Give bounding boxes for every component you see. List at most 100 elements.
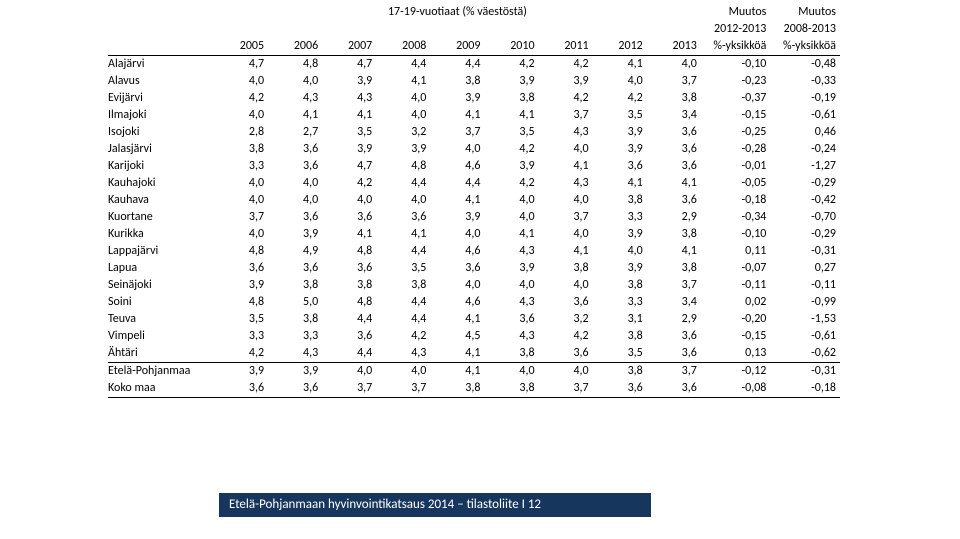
cell-value: 4,0 [593, 73, 647, 90]
cell-value: 4,1 [539, 243, 593, 260]
cell-value: 4,0 [539, 226, 593, 243]
cell-value: 3,7 [647, 277, 701, 294]
table-row: Karijoki3,33,64,74,84,63,94,13,63,6-0,01… [108, 158, 840, 175]
table-row: Kuortane3,73,63,63,63,94,03,73,32,9-0,34… [108, 209, 840, 226]
cell-value: 4,0 [593, 243, 647, 260]
cell-value: 4,1 [484, 107, 538, 124]
cell-value: 4,1 [647, 175, 701, 192]
cell-value: 3,6 [593, 380, 647, 398]
row-label: Seinäjoki [108, 277, 214, 294]
cell-value: 3,8 [484, 345, 538, 363]
cell-value: 3,8 [593, 363, 647, 381]
cell-change: -0,12 [701, 363, 771, 381]
change2-top: Muutos [770, 4, 840, 21]
cell-value: 4,0 [322, 363, 376, 381]
cell-value: 4,2 [376, 328, 430, 345]
cell-value: 4,1 [484, 226, 538, 243]
change1-top: Muutos [701, 4, 771, 21]
row-label: Alajärvi [108, 56, 214, 74]
cell-value: 3,1 [593, 311, 647, 328]
cell-value: 3,9 [593, 124, 647, 141]
cell-change: -1,27 [770, 158, 840, 175]
table-row: Teuva3,53,84,44,44,13,63,23,12,9-0,20-1,… [108, 311, 840, 328]
row-label: Kauhava [108, 192, 214, 209]
cell-value: 3,5 [484, 124, 538, 141]
cell-value: 4,0 [268, 175, 322, 192]
cell-value: 4,5 [430, 328, 484, 345]
cell-value: 4,2 [539, 328, 593, 345]
cell-value: 4,4 [376, 175, 430, 192]
cell-value: 4,1 [430, 311, 484, 328]
cell-value: 4,8 [268, 56, 322, 74]
cell-value: 4,1 [647, 243, 701, 260]
table-title: 17-19-vuotiaat (% väestöstä) [214, 4, 701, 21]
cell-value: 3,8 [647, 260, 701, 277]
cell-change: -0,24 [770, 141, 840, 158]
table-row: Jalasjärvi3,83,63,93,94,04,24,03,93,6-0,… [108, 141, 840, 158]
cell-value: 4,0 [430, 226, 484, 243]
cell-value: 4,8 [214, 243, 268, 260]
cell-value: 4,2 [484, 56, 538, 74]
cell-value: 3,8 [268, 277, 322, 294]
cell-value: 4,0 [376, 90, 430, 107]
cell-value: 4,0 [322, 192, 376, 209]
row-label: Ilmajoki [108, 107, 214, 124]
cell-value: 3,6 [268, 158, 322, 175]
cell-value: 4,3 [539, 124, 593, 141]
cell-value: 3,6 [268, 380, 322, 398]
cell-change: -0,25 [701, 124, 771, 141]
cell-value: 3,5 [214, 311, 268, 328]
table-row: Koko maa3,63,63,73,73,83,83,73,63,6-0,08… [108, 380, 840, 398]
cell-value: 3,8 [376, 277, 430, 294]
cell-change: -0,07 [701, 260, 771, 277]
cell-value: 3,8 [484, 90, 538, 107]
cell-value: 3,9 [593, 260, 647, 277]
cell-change: -0,20 [701, 311, 771, 328]
cell-value: 4,7 [214, 56, 268, 74]
cell-value: 4,3 [268, 90, 322, 107]
row-label: Kauhajoki [108, 175, 214, 192]
cell-value: 4,0 [214, 73, 268, 90]
cell-value: 3,9 [322, 141, 376, 158]
cell-value: 3,8 [539, 260, 593, 277]
cell-value: 3,6 [647, 124, 701, 141]
cell-value: 3,5 [322, 124, 376, 141]
cell-value: 4,8 [214, 294, 268, 311]
cell-value: 3,6 [322, 260, 376, 277]
cell-change: -0,37 [701, 90, 771, 107]
cell-value: 4,4 [376, 311, 430, 328]
cell-value: 2,9 [647, 311, 701, 328]
cell-value: 4,0 [647, 56, 701, 74]
cell-value: 4,4 [376, 243, 430, 260]
cell-value: 4,0 [376, 363, 430, 381]
table-row: Soini4,85,04,84,44,64,33,63,33,40,02-0,9… [108, 294, 840, 311]
cell-value: 3,7 [539, 209, 593, 226]
cell-value: 3,2 [539, 311, 593, 328]
table-row: Kauhava4,04,04,04,04,14,04,03,83,6-0,18-… [108, 192, 840, 209]
cell-value: 4,1 [593, 56, 647, 74]
cell-change: -0,31 [770, 363, 840, 381]
cell-value: 4,1 [322, 107, 376, 124]
cell-value: 3,9 [268, 226, 322, 243]
cell-value: 3,7 [376, 380, 430, 398]
cell-value: 3,8 [593, 192, 647, 209]
cell-value: 4,1 [539, 158, 593, 175]
cell-value: 4,7 [322, 158, 376, 175]
cell-value: 3,6 [647, 158, 701, 175]
cell-value: 4,0 [484, 209, 538, 226]
year-header: 2011 [539, 38, 593, 56]
cell-value: 3,9 [214, 277, 268, 294]
cell-change: -0,70 [770, 209, 840, 226]
cell-value: 3,6 [647, 192, 701, 209]
year-header-row: 200520062007200820092010201120122013%-yk… [108, 38, 840, 56]
cell-change: -0,10 [701, 56, 771, 74]
cell-value: 4,6 [430, 243, 484, 260]
cell-value: 3,9 [430, 90, 484, 107]
cell-value: 3,9 [214, 363, 268, 381]
cell-value: 3,8 [322, 277, 376, 294]
cell-value: 3,5 [593, 345, 647, 363]
table-row: Vimpeli3,33,33,64,24,54,34,23,83,6-0,15-… [108, 328, 840, 345]
year-header: 2013 [647, 38, 701, 56]
cell-value: 3,9 [484, 260, 538, 277]
cell-value: 4,4 [376, 294, 430, 311]
